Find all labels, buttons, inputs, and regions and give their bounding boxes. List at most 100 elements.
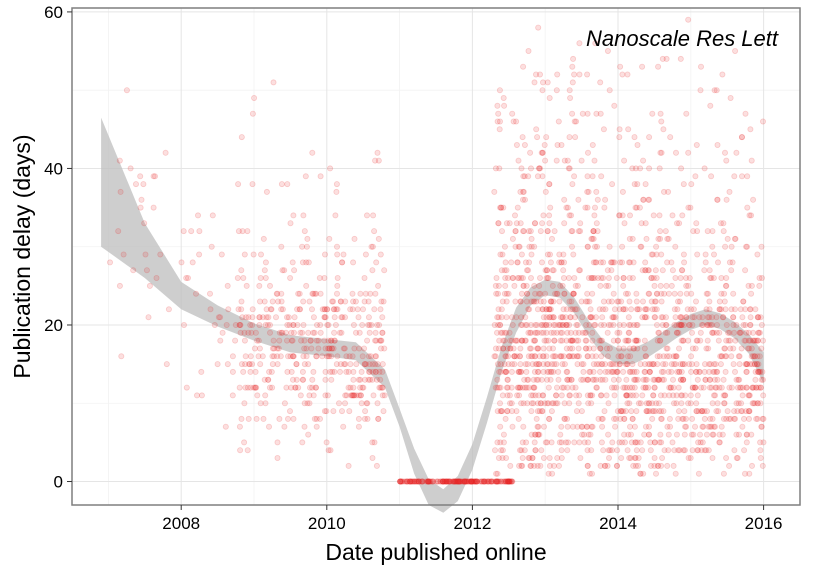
data-point (634, 306, 641, 313)
data-point (503, 298, 510, 305)
data-point (685, 149, 692, 156)
data-point (331, 306, 338, 313)
data-point (561, 196, 568, 203)
data-point (619, 439, 626, 446)
data-point (229, 392, 236, 399)
data-point (649, 251, 656, 258)
data-point (496, 321, 503, 328)
data-point (307, 337, 314, 344)
data-point (611, 259, 618, 266)
data-point (575, 345, 582, 352)
data-point (720, 314, 727, 321)
data-point (675, 415, 682, 422)
data-point (570, 290, 577, 297)
data-point (547, 259, 554, 266)
data-point (504, 274, 511, 281)
data-point (331, 337, 338, 344)
data-point (731, 415, 738, 422)
data-point (372, 361, 379, 368)
data-point (640, 298, 647, 305)
data-point (651, 439, 658, 446)
data-point (506, 329, 513, 336)
data-point (415, 478, 422, 485)
data-point (331, 329, 338, 336)
data-point (746, 345, 753, 352)
data-point (545, 368, 552, 375)
data-point (677, 298, 684, 305)
data-point (303, 243, 310, 250)
data-point (656, 337, 663, 344)
data-point (492, 353, 499, 360)
data-point (566, 376, 573, 383)
data-point (244, 447, 251, 454)
data-point (518, 400, 525, 407)
data-point (541, 141, 548, 148)
data-point (526, 306, 533, 313)
data-point (506, 478, 513, 485)
data-point (695, 447, 702, 454)
data-point (559, 337, 566, 344)
data-point (398, 478, 405, 485)
data-point (591, 212, 598, 219)
data-point (700, 423, 707, 430)
data-point (677, 55, 684, 62)
data-point (525, 48, 532, 55)
data-point (666, 384, 673, 391)
data-point (755, 368, 762, 375)
data-point (620, 368, 627, 375)
data-point (584, 392, 591, 399)
data-point (543, 267, 550, 274)
data-point (499, 447, 506, 454)
data-point (323, 306, 330, 313)
data-point (366, 376, 373, 383)
data-point (587, 392, 594, 399)
data-point (361, 345, 368, 352)
data-point (350, 259, 357, 266)
data-point (567, 392, 574, 399)
data-point (357, 290, 364, 297)
data-point (743, 368, 750, 375)
data-point (711, 361, 718, 368)
data-point (658, 408, 665, 415)
data-point (527, 149, 534, 156)
data-point (584, 462, 591, 469)
data-point (427, 478, 434, 485)
data-point (597, 345, 604, 352)
data-point (239, 314, 246, 321)
data-point (599, 415, 606, 422)
data-point (634, 376, 641, 383)
data-point (217, 314, 224, 321)
data-point (553, 392, 560, 399)
data-point (501, 290, 508, 297)
data-point (599, 361, 606, 368)
data-point (260, 235, 267, 242)
data-point (581, 439, 588, 446)
data-point (528, 392, 535, 399)
data-point (531, 282, 538, 289)
data-point (715, 259, 722, 266)
data-point (556, 298, 563, 305)
data-point (502, 259, 509, 266)
data-point (455, 478, 462, 485)
data-point (559, 384, 566, 391)
data-point (413, 478, 420, 485)
data-point (505, 361, 512, 368)
data-point (641, 345, 648, 352)
data-point (497, 408, 504, 415)
data-point (732, 368, 739, 375)
data-point (672, 314, 679, 321)
data-point (624, 361, 631, 368)
data-point (632, 165, 639, 172)
data-point (661, 447, 668, 454)
data-point (631, 454, 638, 461)
data-point (529, 454, 536, 461)
data-point (652, 408, 659, 415)
data-point (557, 314, 564, 321)
data-point (375, 157, 382, 164)
data-point (718, 353, 725, 360)
data-point (723, 337, 730, 344)
data-point (743, 368, 750, 375)
data-point (539, 306, 546, 313)
data-point (551, 337, 558, 344)
